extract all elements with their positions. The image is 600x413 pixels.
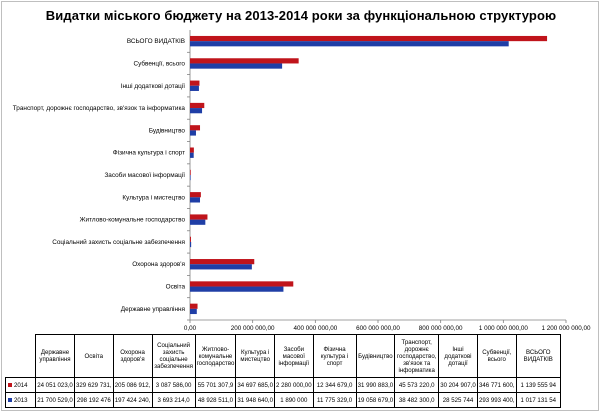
bar-chart: 0,00 200 000 000,00 400 000 000,00 600 000 … <box>13 30 591 332</box>
table-cell: 1 890 000 <box>274 392 314 408</box>
table-header-cell: Фізична культура і спорт <box>312 334 357 378</box>
bar-2013 <box>190 130 196 136</box>
legend-label: 2014 <box>14 381 28 389</box>
bar-2014 <box>190 259 255 265</box>
bar-2013 <box>190 241 192 248</box>
bar-2014 <box>190 236 191 242</box>
table-cell: 30 204 907,0 <box>438 377 478 393</box>
category-label: Соціальний захисть соціальне забезпеченн… <box>52 238 185 246</box>
category-label: Освіта <box>166 283 186 291</box>
chart-title: Видатки міського бюджету на 2013-2014 ро… <box>45 8 557 23</box>
table-cell: 28 525 744 <box>438 392 478 408</box>
bar-2014 <box>190 102 205 109</box>
data-table: Державне управління Освіта Охорона здоров'… <box>5 334 561 408</box>
table-cell: 31 948 640,0 <box>235 392 275 408</box>
bar-2014 <box>190 58 299 64</box>
table-cell: 3 693 214,0 <box>151 392 196 408</box>
table-cell: 45 573 220,0 <box>394 377 440 393</box>
x-tick-label: 1 000 000 000,00 <box>479 325 529 332</box>
category-label: Будівництво <box>149 126 186 134</box>
bar-2013 <box>190 197 201 203</box>
table-header-cell: Житлово-комунальне господарство <box>194 334 237 378</box>
category-label: Фізична культура і спорт <box>113 149 185 157</box>
bar-2014 <box>190 147 194 153</box>
table-header-cell: Субвенції, всього <box>476 334 517 378</box>
table-cell: 11 775 329,0 <box>312 392 357 408</box>
table-cell: 34 697 685,0 <box>235 377 275 393</box>
table-header-cell: Державне управління <box>35 334 75 378</box>
table-cell: 38 482 300,0 <box>394 392 440 408</box>
bar-2014 <box>190 281 294 287</box>
bar-2013 <box>190 41 509 47</box>
legend-swatch <box>8 382 12 387</box>
x-tick-label: 400 000 000,00 <box>293 325 337 332</box>
table-header-cell: Засоби масової інформації <box>274 334 314 378</box>
bar-2014 <box>190 169 191 175</box>
category-label: Житлово-комунальне господарство <box>80 217 186 224</box>
x-tick-label: 200 000 000,00 <box>231 325 275 332</box>
table-cell: 48 928 511,0 <box>194 392 237 408</box>
table-cell: 24 051 023,0 <box>35 377 75 393</box>
table-cell: 12 344 679,0 <box>312 377 357 393</box>
category-label: Інші додаткові дотації <box>121 82 185 90</box>
table-cell: 298 192 476 <box>74 392 114 408</box>
table-cell: 1 139 555 94 <box>515 377 561 393</box>
table-cell: 2 280 000,00 <box>274 377 314 393</box>
table-cell: 205 086 912, <box>112 377 153 393</box>
legend-swatch <box>8 397 12 402</box>
table-cell: 197 424 240, <box>112 392 153 408</box>
bar-2014 <box>190 214 208 220</box>
table-cell: 55 701 307,9 <box>194 377 237 393</box>
table-cell: 21 700 529,0 <box>35 392 75 408</box>
x-tick-label: 800 000 000,00 <box>419 325 463 332</box>
bar-2014 <box>190 80 200 86</box>
table-cell: 329 629 731, <box>74 377 114 393</box>
table-header-cell: Культура і мистецтво <box>235 334 275 378</box>
bar-2014 <box>190 303 198 309</box>
table-cell: 31 990 883,0 <box>355 377 396 393</box>
bar-2013 <box>190 152 194 158</box>
table-row: 2014 24 051 023,0 329 629 731, 205 086 912,… <box>5 377 561 393</box>
bar-2014 <box>190 125 201 131</box>
bar-2014 <box>190 35 548 42</box>
category-label: Охорона здоров'я <box>132 261 185 268</box>
category-label: Транспорт, дорожнє господарство, зв'язок… <box>13 104 186 112</box>
table-cell: 346 771 600, <box>476 377 517 393</box>
table-header-cell: Соціальний захисть соціальне забезпеченн… <box>151 334 196 378</box>
table-header-row: Державне управління Освіта Охорона здоров'… <box>5 334 561 378</box>
bar-2013 <box>190 175 191 181</box>
x-tick-label: 600 000 000,00 <box>356 325 400 332</box>
legend-entry: 2013 <box>5 392 36 408</box>
bar-2013 <box>190 63 283 69</box>
table-header-cell: Транспорт, дорожнє господарство, зв'язок… <box>394 334 440 378</box>
table-corner-cell <box>5 334 36 378</box>
table-cell: 3 087 586,00 <box>151 377 196 393</box>
table-cell: 293 993 400, <box>476 392 517 408</box>
bar-2014 <box>190 192 201 198</box>
table-row: 2013 21 700 529,0 298 192 476 197 424 240, 3… <box>5 392 561 408</box>
table-header-cell: ВСЬОГО ВИДАТКІВ <box>515 334 561 378</box>
table-header-cell: Будівництво <box>355 334 396 378</box>
table-cell: 19 058 679,0 <box>355 392 396 408</box>
category-label: Культура і мистецтво <box>122 193 185 201</box>
category-label: Державне управління <box>121 305 186 313</box>
table-header-cell: Інші додаткові дотації <box>438 334 478 378</box>
category-label: ВСЬОГО ВИДАТКІВ <box>127 38 185 45</box>
x-tick-label: 0,00 <box>184 325 197 332</box>
legend-label: 2013 <box>14 396 28 404</box>
bar-2013 <box>190 108 203 114</box>
category-label: Засоби масової інформації <box>104 171 185 179</box>
bar-2013 <box>190 286 284 292</box>
category-label: Субвенції, всього <box>133 59 185 67</box>
x-tick-label: 1 200 000 000,00 <box>541 325 591 332</box>
bar-2013 <box>190 85 199 91</box>
table-header-cell: Охорона здоров'я <box>112 334 153 378</box>
table-header-cell: Освіта <box>74 334 114 378</box>
legend-entry: 2014 <box>5 377 36 393</box>
bar-2013 <box>190 264 252 270</box>
bar-2013 <box>190 308 197 315</box>
table-cell: 1 017 131 54 <box>515 392 561 408</box>
bar-2013 <box>190 219 206 225</box>
